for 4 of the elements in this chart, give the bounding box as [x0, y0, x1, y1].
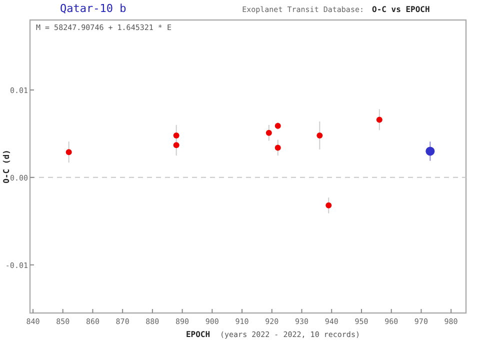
- x-axis-title: EPOCH: [186, 330, 210, 339]
- chart-title: Qatar-10 b: [60, 2, 126, 15]
- y-axis-title: O-C (d): [2, 150, 11, 184]
- text: O-C vs EPOCH: [372, 5, 430, 14]
